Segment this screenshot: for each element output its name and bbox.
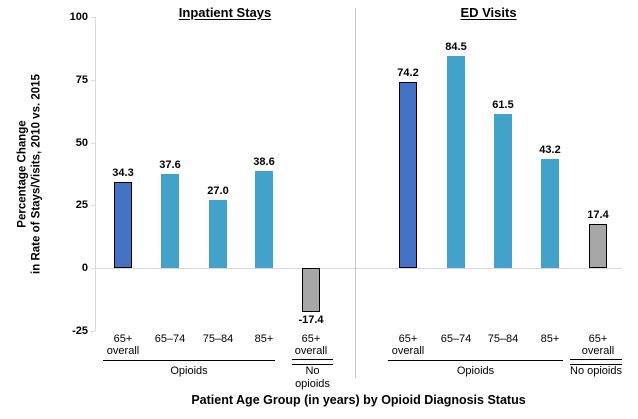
y-tick-mark (91, 205, 95, 206)
bar-value-label: -17.4 (298, 314, 324, 326)
bar (302, 268, 320, 312)
group-separator-line (292, 359, 333, 365)
bar (494, 114, 512, 268)
bar (589, 224, 607, 268)
bar (161, 174, 179, 268)
age-group-label-line: 85+ (540, 333, 560, 345)
category-axis-ed-visits: 65+ overall 65–74 75–84 85+ 65+ overall Opioids… (355, 331, 622, 385)
group-label: No opioids (295, 365, 330, 390)
age-group-label-line: overall (294, 345, 328, 357)
group-label: Opioids (170, 365, 208, 377)
age-group-label: 85+ (518, 333, 582, 345)
y-axis-title-line1: Percentage Change (16, 120, 29, 228)
y-tick-label: -25 (72, 325, 88, 337)
zero-gridline (95, 268, 622, 269)
age-group-label-line: 65+ (588, 333, 608, 345)
y-axis-line (95, 17, 96, 331)
y-tick-label: 50 (75, 137, 88, 149)
panel-divider-line (355, 8, 356, 378)
bar (255, 171, 273, 268)
age-group-label: 75–84 (186, 333, 250, 345)
age-group-label: 65+ overall (91, 333, 155, 357)
bar (209, 200, 227, 268)
bar-value-label: 38.6 (253, 156, 275, 168)
group-separator-line (570, 359, 622, 365)
bar-value-label: 84.5 (445, 41, 467, 53)
group-separator-line (103, 360, 275, 361)
y-tick-label: 0 (81, 262, 88, 274)
y-tick-mark (91, 80, 95, 81)
group-label: Opioids (456, 365, 495, 377)
panel-title-ed-visits: ED Visits (460, 5, 517, 20)
category-axis-inpatient-stays: 65+ overall 65–74 75–84 85+ 65+ overall Opioids… (95, 331, 355, 390)
bar-value-label: 61.5 (492, 99, 514, 111)
bar (114, 182, 132, 268)
age-group-label: 75–84 (471, 333, 535, 345)
y-tick-mark (91, 331, 95, 332)
age-group-label-line: 65–74 (154, 333, 186, 345)
bar (447, 56, 465, 268)
bar (541, 159, 559, 268)
age-group-label-line: 65+ (301, 333, 321, 345)
y-tick-label: 25 (75, 199, 88, 211)
group-separator-line (388, 360, 563, 361)
y-tick-mark (91, 143, 95, 144)
age-group-label-line: 65+ (113, 333, 133, 345)
age-group-label-line: overall (581, 345, 615, 357)
age-group-label-line: overall (391, 345, 425, 357)
age-group-label: 65+ overall (566, 333, 630, 357)
x-axis-title: Patient Age Group (in years) by Opioid D… (191, 393, 526, 407)
bar-value-label: 27.0 (207, 185, 229, 197)
age-group-label: 65+ overall (376, 333, 440, 357)
y-axis-title-line2: in Rate of Stays/Visits, 2010 vs. 2015 (31, 74, 43, 274)
age-group-label: 65–74 (424, 333, 488, 345)
group-label: No opioids (570, 365, 622, 377)
age-group-label: 65–74 (138, 333, 202, 345)
y-tick-label: 75 (75, 74, 88, 86)
bar-value-label: 43.2 (539, 144, 561, 156)
bar-value-label: 17.4 (587, 209, 609, 221)
age-group-label-line: 75–84 (202, 333, 234, 345)
bar (399, 82, 417, 268)
y-axis-title: Percentage Change in Rate of Stays/Visit… (16, 74, 45, 274)
age-group-label: 65+ overall (279, 333, 343, 357)
age-group-label-line: 65–74 (440, 333, 472, 345)
age-group-label-line: 65+ (398, 333, 418, 345)
panel-ed-visits: 74.2 84.5 61.5 43.2 17.4 (355, 17, 622, 331)
y-tick-mark (91, 17, 95, 18)
age-group-label-line: overall (106, 345, 140, 357)
y-tick-mark (91, 268, 95, 269)
panel-title-inpatient-stays: Inpatient Stays (178, 5, 272, 20)
age-group-label: 85+ (232, 333, 296, 345)
panel-inpatient-stays: 34.3 37.6 27.0 38.6 -17.4 (95, 17, 355, 331)
bar-value-label: 37.6 (159, 159, 181, 171)
age-group-label-line: 75–84 (487, 333, 519, 345)
y-tick-label: 100 (69, 11, 88, 23)
age-group-label-line: 85+ (254, 333, 274, 345)
bar-value-label: 74.2 (397, 67, 419, 79)
bar-value-label: 34.3 (112, 167, 134, 179)
